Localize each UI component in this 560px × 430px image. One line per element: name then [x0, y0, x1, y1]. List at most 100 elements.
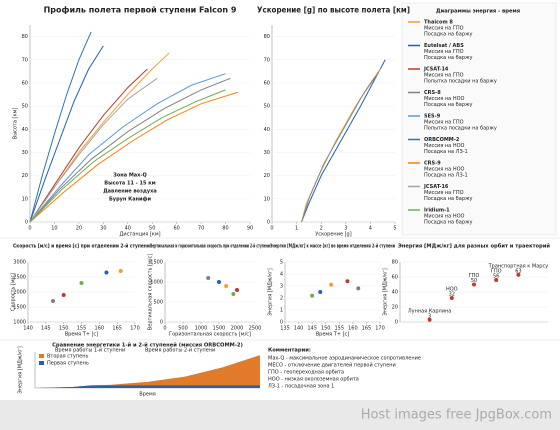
note-item: MECO - отключение двигателей первой ступ… — [268, 362, 396, 369]
x-tick-label: 150 — [59, 326, 69, 332]
x-tick-label: 1000 — [195, 326, 208, 332]
chart-title: Скорость [м/с] и время [с] при отделении… — [13, 243, 150, 250]
legend-landing: Посадка на баржу — [424, 196, 473, 202]
point — [79, 281, 84, 285]
y-tick-label: 1 — [280, 308, 283, 314]
chart-title: Профиль полета первой ступени Falcon 9 — [44, 6, 237, 15]
series-line — [29, 68, 148, 223]
y-tick-label: 10 — [22, 196, 28, 202]
y-tick-label: 60 — [264, 80, 270, 86]
annotation: Зона Max-Q — [113, 173, 146, 179]
legend-mission: Миссия на НОО — [424, 143, 465, 149]
point-name: ГПО — [491, 269, 502, 275]
legend-mission: Миссия на НОО — [424, 96, 465, 102]
point — [310, 293, 315, 298]
x-tick-label: 4 — [369, 226, 372, 232]
legend-mission: Миссия на ГПО — [424, 120, 464, 126]
point — [449, 296, 454, 300]
annotation: Время работы 2-й ступени — [145, 347, 215, 354]
x-tick-label: 30 — [100, 226, 106, 232]
chart-title: Энергия [МДж/кг] для разных орбит и трае… — [398, 243, 550, 250]
y-tick-label: 70 — [264, 57, 270, 63]
data-label: 3 — [428, 313, 431, 319]
x-axis-label: Время T+ [с] — [316, 332, 350, 338]
x-axis-label: Время T+ [с] — [65, 332, 99, 338]
legend-label: Вторая ступень — [47, 354, 88, 360]
point — [516, 272, 521, 277]
y-tick-label: 4 — [280, 272, 283, 278]
y-tick-label: 0 — [395, 320, 398, 326]
legend-landing: Посадка на ЛЗ-1 — [424, 173, 468, 179]
legend-label: CRS-9 — [424, 161, 441, 167]
series-line — [301, 73, 379, 223]
y-axis-label: Энергия [МДж/кг] — [383, 268, 389, 315]
legend-panel — [401, 2, 557, 236]
legend-label: CRS-8 — [424, 90, 441, 96]
y-tick-label: 30 — [264, 150, 270, 156]
legend-label: Первая ступень — [47, 361, 89, 367]
series-area — [35, 385, 260, 388]
y-tick-label: 40 — [264, 127, 270, 133]
point — [104, 270, 109, 275]
legend-landing: Посадка на баржу — [424, 32, 473, 38]
x-tick-label: 70 — [198, 226, 204, 232]
y-axis-label: Высота [км] — [13, 108, 19, 139]
y-axis-label: Скорость [м/с] — [11, 273, 17, 311]
annotation: Высота 11 - 15 км — [104, 181, 155, 187]
x-tick-label: 140 — [294, 326, 304, 332]
annotation: Давление воздуха — [103, 189, 157, 195]
x-tick-label: 155 — [335, 326, 345, 332]
series-line — [29, 77, 158, 223]
y-tick-label: 20 — [22, 173, 28, 179]
legend-label: SES-9 — [424, 114, 441, 120]
series-line — [29, 77, 231, 223]
x-tick-label: 90 — [247, 226, 253, 232]
y-tick-label: 80 — [22, 34, 28, 40]
annotation: Время работы 1-й ступени — [55, 347, 125, 354]
legend-mission: Миссия на ГПО — [424, 73, 464, 79]
x-tick-label: 10 — [51, 226, 57, 232]
point-name: ГПО — [469, 273, 480, 279]
y-tick-label: 2 — [280, 296, 283, 302]
point — [50, 299, 55, 303]
x-tick-label: 155 — [77, 326, 87, 332]
x-tick-label: 3 — [344, 226, 347, 232]
legend-swatch — [39, 354, 44, 358]
x-tick-label: 160 — [95, 326, 105, 332]
point — [329, 282, 334, 287]
point-name: Транспортная к Марсу — [488, 263, 549, 269]
point — [427, 317, 432, 322]
y-tick-label: 40 — [22, 127, 28, 133]
legend-label: Iridium-1 — [424, 208, 450, 214]
x-tick-label: 1 — [295, 226, 298, 232]
point — [231, 292, 236, 296]
legend-label: JCSAT-14 — [423, 67, 449, 73]
point — [494, 278, 499, 282]
x-tick-label: 500 — [178, 326, 188, 332]
point — [217, 280, 221, 284]
legend-mission: Миссия на ГПО — [424, 26, 464, 32]
legend-landing: Посадка на баржу — [424, 220, 473, 226]
y-tick-label: 500 — [153, 300, 163, 306]
x-tick-label: 50 — [149, 226, 155, 232]
x-axis-label: Время — [139, 392, 155, 398]
point — [61, 293, 66, 297]
y-tick-label: 80 — [264, 34, 270, 40]
legend-mission: Миссия на ГПО — [424, 49, 464, 55]
legend-label: ORBCOMM-2 — [424, 137, 460, 143]
y-tick-label: 2000 — [13, 290, 26, 296]
x-tick-label: 135 — [280, 326, 290, 332]
x-tick-label: 145 — [307, 326, 317, 332]
x-tick-label: 40 — [125, 226, 131, 232]
y-axis-label: Энергия [МДж/кг] — [18, 346, 24, 393]
y-tick-label: 40 — [392, 290, 398, 296]
point — [345, 279, 350, 284]
y-tick-label: 1500 — [13, 305, 26, 311]
y-tick-label: 60 — [22, 80, 28, 86]
x-tick-label: 5 — [393, 226, 396, 232]
legend-label: Thaicom 8 — [424, 20, 453, 26]
x-tick-label: 0 — [270, 226, 273, 232]
series-line — [301, 59, 386, 223]
note-item: НОО - низкая околоземная орбита — [268, 377, 359, 383]
